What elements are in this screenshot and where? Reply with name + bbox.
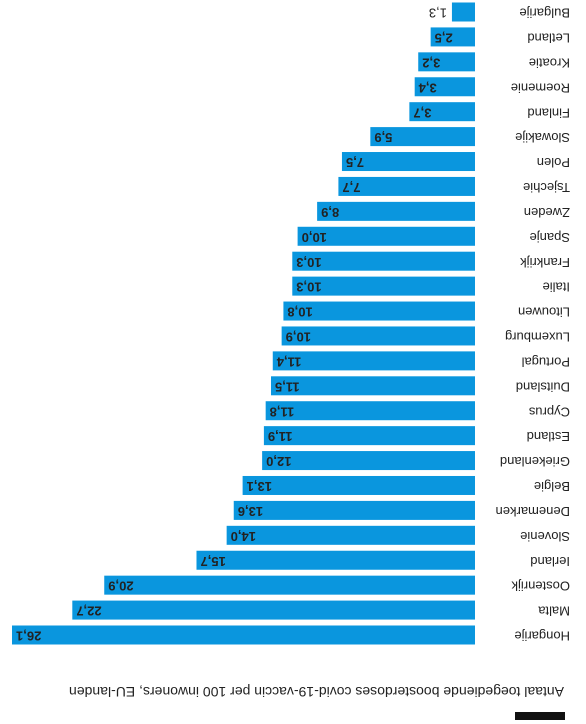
bar xyxy=(370,127,475,147)
value-label: 3,2 xyxy=(422,55,440,70)
value-label: 10,3 xyxy=(296,255,321,270)
bar xyxy=(233,500,475,520)
value-label: 14,0 xyxy=(231,529,256,544)
value-label: 10,3 xyxy=(296,280,321,295)
value-label: 12,0 xyxy=(266,454,291,469)
category-label: Tsjechie xyxy=(523,180,570,195)
bar xyxy=(272,351,475,371)
bar xyxy=(341,152,475,172)
bar xyxy=(292,276,475,296)
bar xyxy=(292,251,475,271)
value-label: 3,7 xyxy=(413,105,431,120)
bar xyxy=(262,451,475,471)
value-label: 11,8 xyxy=(270,404,295,419)
category-label: Portugal xyxy=(521,354,570,369)
category-label: Zweden xyxy=(524,205,570,220)
category-label: Oostenrijk xyxy=(511,579,570,594)
bar xyxy=(265,401,475,421)
category-label: Bulgarije xyxy=(519,6,570,21)
value-label: 8,9 xyxy=(321,205,339,220)
category-label: Finland xyxy=(527,105,570,120)
bar xyxy=(338,176,475,196)
bar xyxy=(283,301,475,321)
category-label: Cyprus xyxy=(528,404,570,419)
category-label: Frankrijk xyxy=(520,255,570,270)
bar xyxy=(263,426,475,446)
value-label: 26,1 xyxy=(16,629,41,644)
bar xyxy=(242,475,475,495)
bar xyxy=(414,77,475,97)
bar xyxy=(317,201,475,221)
title-box: Antaal toegediende boosterdoses covid-19… xyxy=(69,684,564,700)
category-label: Spanje xyxy=(530,230,570,245)
bar xyxy=(418,52,475,72)
value-label: 10,0 xyxy=(302,230,327,245)
value-label: 11,4 xyxy=(276,354,301,369)
bar xyxy=(451,2,475,22)
category-label: Ierland xyxy=(530,554,570,569)
brand-bar xyxy=(515,712,565,720)
category-label: Slowakije xyxy=(515,130,570,145)
bar xyxy=(281,326,475,346)
value-label: 7,5 xyxy=(346,155,364,170)
bar xyxy=(430,27,475,47)
bar xyxy=(72,600,475,620)
value-label: 22,7 xyxy=(76,604,101,619)
value-label: 5,9 xyxy=(374,130,392,145)
bar xyxy=(196,550,475,570)
category-label: Letland xyxy=(527,30,570,45)
value-label: 2,5 xyxy=(435,30,453,45)
value-label: 11,9 xyxy=(268,429,293,444)
chart-body: Antaal toegediende boosterdoses covid-19… xyxy=(12,2,570,720)
value-label: 10,9 xyxy=(286,330,311,345)
chart-title: Antaal toegediende boosterdoses covid-19… xyxy=(69,684,564,700)
category-label: Griekenland xyxy=(500,454,570,469)
value-label: 20,9 xyxy=(108,579,133,594)
category-label: Denemarken xyxy=(496,504,570,519)
category-label: Kroatie xyxy=(529,55,570,70)
value-label: 15,7 xyxy=(200,554,225,569)
category-label: Italie xyxy=(543,280,570,295)
category-label: Litouwen xyxy=(518,305,570,320)
category-label: Estland xyxy=(527,429,570,444)
value-label: 13,1 xyxy=(247,479,272,494)
bar xyxy=(270,376,475,396)
bar xyxy=(226,525,475,545)
category-label: Duitsland xyxy=(516,379,570,394)
value-label: 10,8 xyxy=(287,305,312,320)
bar xyxy=(409,102,475,122)
category-label: Hongarije xyxy=(514,629,570,644)
bar xyxy=(104,575,475,595)
value-label: 7,7 xyxy=(342,180,360,195)
category-label: Slovenie xyxy=(520,529,570,544)
category-label: Malta xyxy=(537,604,570,619)
bar xyxy=(12,625,475,645)
value-label: 13,6 xyxy=(238,504,263,519)
category-label: Belgie xyxy=(534,479,570,494)
bar xyxy=(297,226,475,246)
value-label: 3,4 xyxy=(418,80,437,95)
category-label: Roemenie xyxy=(511,80,570,95)
category-label: Luxemburg xyxy=(505,330,570,345)
category-label: Polen xyxy=(537,155,570,170)
value-label: 1,3 xyxy=(429,6,447,21)
value-label: 11,5 xyxy=(275,379,300,394)
